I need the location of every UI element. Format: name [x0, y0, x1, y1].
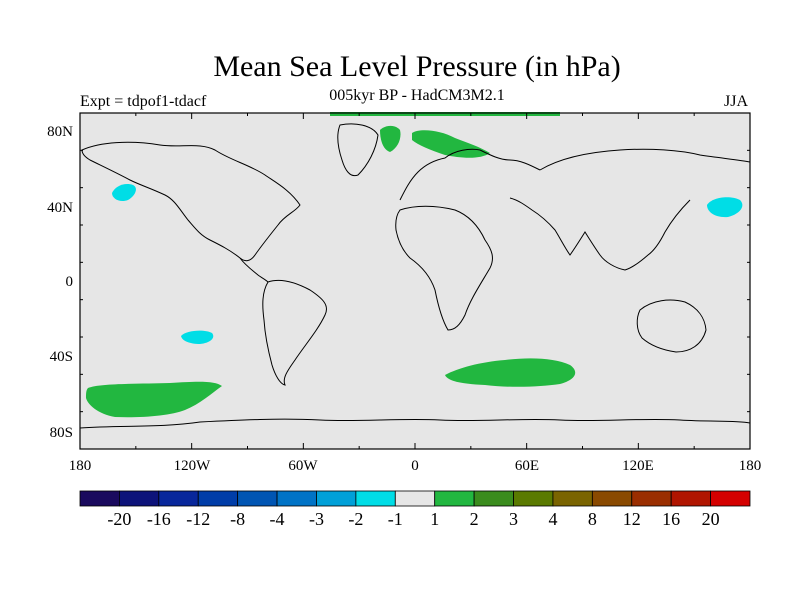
colorbar-swatch [237, 490, 278, 507]
coastlines [79, 123, 751, 429]
colorbar-label: -4 [270, 509, 285, 529]
y-tick-label: 80S [50, 425, 73, 441]
colorbar-label: 12 [623, 509, 641, 529]
colorbar-label: 4 [548, 509, 557, 529]
positive-anomaly-scandinavia [412, 130, 490, 158]
colorbar-label: 1 [430, 509, 439, 529]
colorbar-label: -2 [348, 509, 363, 529]
colorbar-swatch [355, 490, 396, 507]
colorbar-label: 8 [588, 509, 597, 529]
colorbar-label: -3 [309, 509, 324, 529]
negative-anomaly-north-pacific [112, 183, 136, 202]
colorbar-label: 3 [509, 509, 518, 529]
map-subtitle: 005kyr BP - HadCM3M2.1 [329, 87, 505, 104]
negative-anomaly-west-pacific [707, 197, 743, 218]
coastline-greenland [337, 123, 379, 177]
colorbar-swatch [276, 490, 317, 507]
colorbar-swatch [434, 490, 475, 507]
colorbar-swatch [158, 490, 199, 507]
coastline-central-america [239, 257, 269, 283]
positive-anomaly-south-pacific [86, 381, 222, 418]
colorbar-swatch [473, 490, 514, 507]
colorbar-swatch [670, 490, 711, 507]
positive-anomaly-greenland [380, 125, 401, 152]
coastline-north-america [81, 141, 301, 262]
negative-anomaly-south-pacific [181, 330, 214, 344]
y-tick-label: 80N [47, 124, 73, 140]
x-axis: 180 120W 60W 0 60E 120E 180 [69, 458, 762, 474]
y-tick-label: 40N [47, 200, 73, 216]
y-axis: 80N 40N 0 40S 80S [47, 124, 73, 441]
x-tick-label: 180 [739, 458, 762, 474]
x-tick-label: 180 [69, 458, 92, 474]
coastline-south-america [262, 279, 327, 386]
colorbar-swatch [513, 490, 554, 507]
colorbar-label: 2 [470, 509, 479, 529]
colorbar-label: -20 [107, 509, 131, 529]
coastline-africa [395, 205, 493, 331]
positive-anomaly-south-indian [445, 358, 576, 387]
colorbar-swatch [394, 490, 436, 507]
colorbar-swatch [119, 490, 160, 507]
colorbar-swatch [631, 490, 672, 507]
axis-ticks [79, 112, 751, 450]
colorbar-label: 20 [702, 509, 720, 529]
x-tick-label: 120E [622, 458, 654, 474]
colorbar-label: 16 [662, 509, 680, 529]
y-tick-label: 40S [50, 349, 73, 365]
colorbar-swatch [591, 490, 633, 507]
experiment-label: Expt = tdpof1-tdacf [80, 93, 207, 110]
coastline-antarctica [79, 418, 751, 429]
colorbar-swatch [316, 490, 357, 507]
colorbar: -20 -16 -12 -8 -4 -3 -2 -1 1 2 3 4 8 12 16 20 [79, 490, 751, 529]
y-tick-label: 0 [66, 274, 74, 290]
colorbar-label: -12 [186, 509, 210, 529]
colorbar-label: -16 [147, 509, 171, 529]
coastline-asia [509, 148, 751, 271]
coastline-europe [399, 148, 541, 201]
x-tick-label: 0 [411, 458, 419, 474]
colorbar-swatch [710, 490, 751, 507]
colorbar-label: -1 [388, 509, 403, 529]
map-title: Mean Sea Level Pressure (in hPa) [213, 50, 621, 83]
x-tick-label: 120W [174, 458, 212, 474]
x-tick-label: 60W [288, 458, 318, 474]
season-label: JJA [724, 93, 749, 110]
colorbar-swatch [197, 490, 239, 507]
colorbar-swatch [79, 490, 120, 507]
x-tick-label: 60E [515, 458, 539, 474]
coastline-australia [636, 299, 707, 353]
colorbar-swatch [552, 490, 593, 507]
colorbar-label: -8 [230, 509, 245, 529]
